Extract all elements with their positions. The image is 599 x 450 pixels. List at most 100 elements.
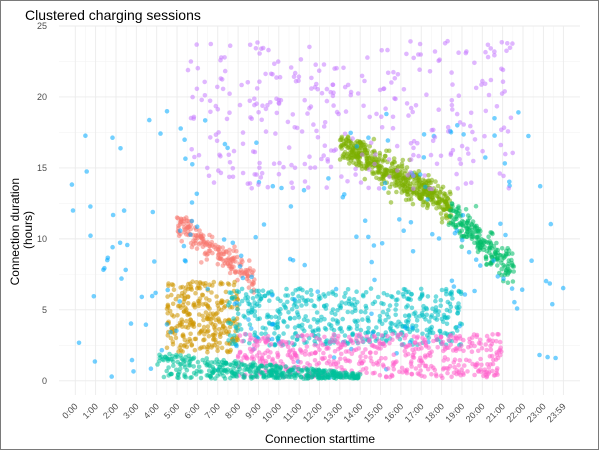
data-point [379, 125, 385, 130]
data-point [434, 337, 439, 343]
data-point [187, 363, 193, 368]
data-point [462, 363, 467, 368]
data-point [215, 348, 220, 354]
data-point [519, 287, 525, 293]
data-point [370, 301, 376, 307]
data-point [286, 145, 292, 150]
data-point [247, 340, 252, 346]
data-point [88, 204, 93, 209]
data-point [455, 336, 460, 341]
data-point [435, 312, 441, 318]
data-point [420, 203, 426, 208]
data-point [279, 371, 284, 376]
data-point [206, 248, 212, 254]
data-point [257, 160, 262, 166]
data-point [212, 376, 218, 381]
data-point [219, 307, 224, 313]
data-point [423, 355, 428, 360]
data-point [355, 91, 361, 96]
data-point [290, 335, 295, 340]
data-point [242, 315, 248, 320]
data-point [309, 332, 315, 338]
data-point [404, 289, 409, 295]
x-tick-label: 21:00 [484, 401, 507, 424]
data-point [199, 97, 204, 103]
data-point [308, 324, 313, 330]
data-point [418, 368, 423, 373]
data-point [285, 119, 291, 125]
data-point [308, 287, 314, 293]
data-point [395, 168, 400, 173]
data-point [211, 244, 217, 250]
data-point [188, 331, 193, 337]
data-point [345, 309, 351, 315]
grid [59, 25, 580, 395]
data-point [488, 347, 494, 353]
data-point [448, 152, 454, 157]
data-point [337, 157, 343, 162]
data-point [212, 368, 217, 374]
data-point [478, 263, 483, 268]
data-point [334, 339, 340, 345]
x-tick-label: 16:00 [382, 401, 405, 424]
data-point [275, 308, 281, 313]
data-point [241, 355, 246, 360]
y-tick-labels: 0 5 10 15 20 25 [37, 21, 47, 386]
data-point [497, 171, 503, 176]
data-point [209, 360, 214, 365]
data-point [324, 360, 330, 366]
data-point [402, 348, 408, 354]
data-point [189, 147, 194, 152]
data-point [400, 291, 406, 297]
data-point [342, 356, 348, 362]
data-point [311, 303, 317, 308]
data-point [184, 285, 189, 290]
data-point [223, 368, 229, 374]
data-point [329, 326, 334, 331]
data-point [291, 74, 297, 79]
data-point [300, 367, 306, 373]
data-point [422, 191, 427, 197]
data-point [309, 86, 314, 91]
data-point [428, 314, 434, 320]
data-point [228, 321, 233, 326]
data-point [265, 333, 271, 339]
data-point [274, 75, 279, 80]
data-point [387, 340, 392, 346]
data-point [287, 256, 293, 262]
data-point [254, 338, 259, 344]
data-point [281, 331, 286, 336]
data-point [167, 308, 173, 314]
data-point [289, 355, 294, 360]
data-point [226, 152, 232, 158]
data-point [268, 71, 274, 77]
data-point [294, 353, 299, 359]
data-point [188, 281, 193, 287]
data-point [464, 231, 469, 237]
data-point [401, 87, 407, 92]
data-point [364, 150, 370, 156]
data-point [475, 245, 480, 251]
data-point [309, 298, 314, 304]
data-point [245, 80, 251, 85]
data-point [190, 323, 195, 328]
data-point [185, 225, 190, 230]
data-point [464, 49, 469, 54]
data-point [374, 175, 379, 181]
data-point [197, 346, 203, 351]
data-point [263, 326, 268, 331]
data-point [246, 278, 252, 284]
data-point [202, 337, 207, 342]
data-point [487, 250, 492, 256]
data-point [230, 166, 236, 171]
data-point [208, 41, 214, 47]
data-point [333, 361, 339, 367]
data-point [358, 309, 364, 315]
data-point [129, 357, 135, 363]
data-point [299, 295, 305, 300]
data-point [470, 129, 475, 135]
data-point [223, 360, 229, 366]
data-point [300, 333, 306, 339]
data-point [438, 335, 444, 340]
